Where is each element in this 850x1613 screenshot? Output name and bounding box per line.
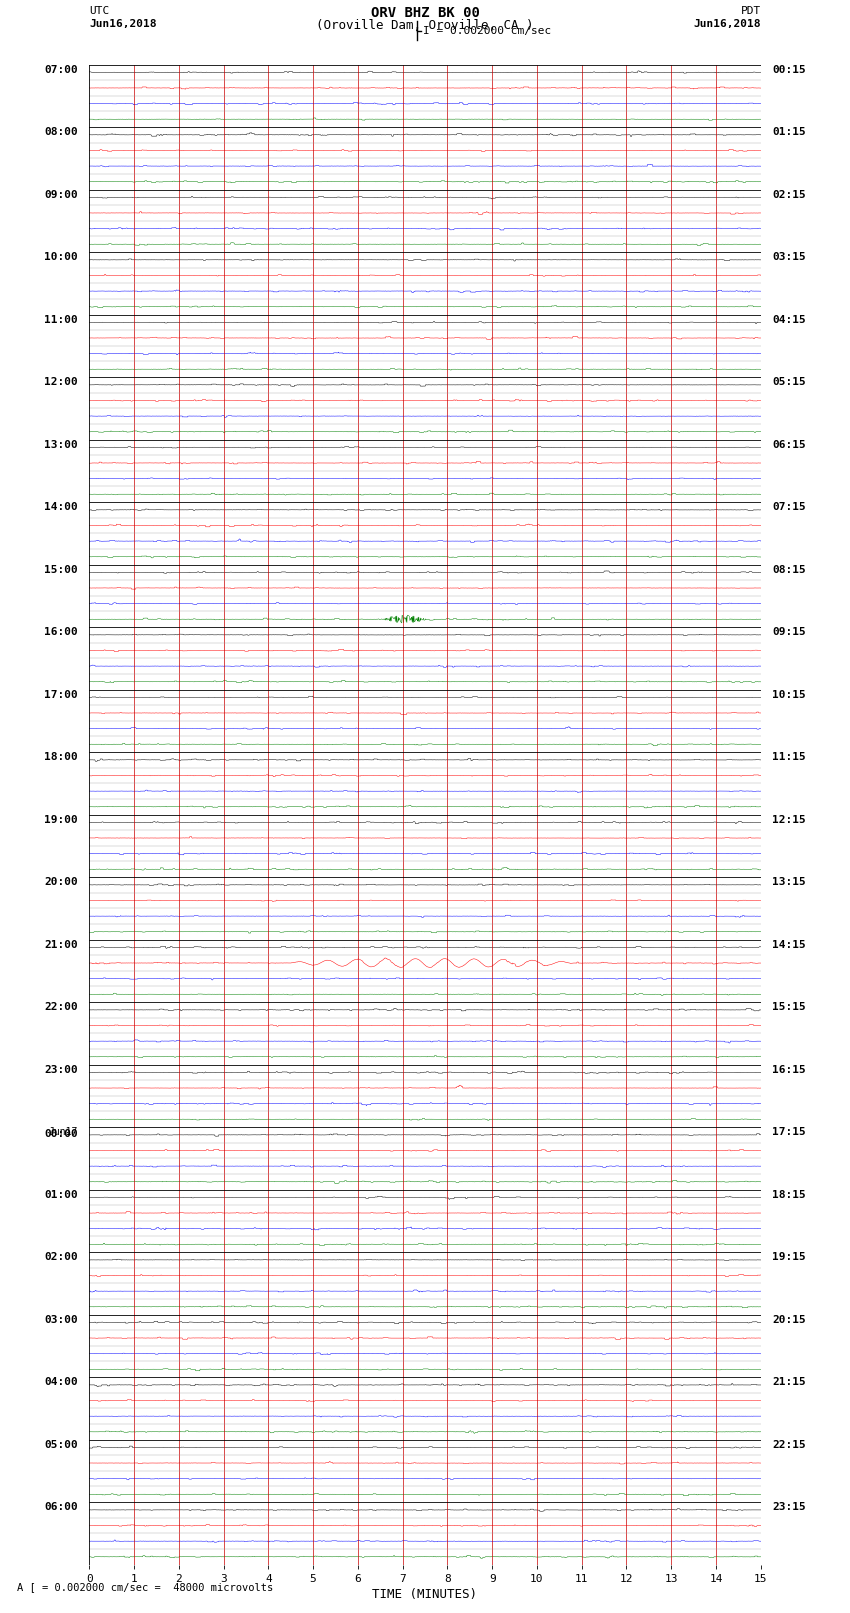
Text: Jun16,2018: Jun16,2018 — [694, 18, 761, 29]
Text: 06:15: 06:15 — [772, 440, 806, 450]
Text: 12:15: 12:15 — [772, 815, 806, 824]
Text: 17:15: 17:15 — [772, 1127, 806, 1137]
Text: 12:00: 12:00 — [44, 377, 78, 387]
Text: Jun17: Jun17 — [48, 1127, 78, 1137]
Text: 02:00: 02:00 — [44, 1252, 78, 1261]
Text: 16:15: 16:15 — [772, 1065, 806, 1074]
Text: 15:00: 15:00 — [44, 565, 78, 574]
Text: 10:00: 10:00 — [44, 252, 78, 261]
Text: 04:15: 04:15 — [772, 315, 806, 324]
Text: 00:15: 00:15 — [772, 65, 806, 74]
Text: 17:00: 17:00 — [44, 690, 78, 700]
Text: 10:15: 10:15 — [772, 690, 806, 700]
Text: 02:15: 02:15 — [772, 189, 806, 200]
Text: 21:15: 21:15 — [772, 1378, 806, 1387]
Text: 00:00: 00:00 — [44, 1129, 78, 1139]
Text: 15:15: 15:15 — [772, 1002, 806, 1011]
Text: 03:15: 03:15 — [772, 252, 806, 261]
Text: A [ = 0.002000 cm/sec =  48000 microvolts: A [ = 0.002000 cm/sec = 48000 microvolts — [17, 1582, 273, 1592]
Text: 20:00: 20:00 — [44, 877, 78, 887]
Text: 09:00: 09:00 — [44, 189, 78, 200]
Text: 13:00: 13:00 — [44, 440, 78, 450]
Text: 01:00: 01:00 — [44, 1190, 78, 1200]
Text: 18:00: 18:00 — [44, 752, 78, 761]
Text: 19:15: 19:15 — [772, 1252, 806, 1261]
Text: 23:15: 23:15 — [772, 1502, 806, 1511]
Text: 23:00: 23:00 — [44, 1065, 78, 1074]
Text: 07:15: 07:15 — [772, 502, 806, 511]
Text: 21:00: 21:00 — [44, 939, 78, 950]
Text: 11:15: 11:15 — [772, 752, 806, 761]
Text: (Oroville Dam, Oroville, CA ): (Oroville Dam, Oroville, CA ) — [316, 18, 534, 32]
Text: 04:00: 04:00 — [44, 1378, 78, 1387]
Text: 20:15: 20:15 — [772, 1315, 806, 1324]
Text: 09:15: 09:15 — [772, 627, 806, 637]
Text: 05:15: 05:15 — [772, 377, 806, 387]
Text: ORV BHZ BK 00: ORV BHZ BK 00 — [371, 5, 479, 19]
Text: 19:00: 19:00 — [44, 815, 78, 824]
X-axis label: TIME (MINUTES): TIME (MINUTES) — [372, 1587, 478, 1600]
Text: 08:15: 08:15 — [772, 565, 806, 574]
Text: 22:15: 22:15 — [772, 1440, 806, 1450]
Text: 11:00: 11:00 — [44, 315, 78, 324]
Text: 22:00: 22:00 — [44, 1002, 78, 1011]
Text: 13:15: 13:15 — [772, 877, 806, 887]
Text: 06:00: 06:00 — [44, 1502, 78, 1511]
Text: PDT: PDT — [740, 5, 761, 16]
Text: 03:00: 03:00 — [44, 1315, 78, 1324]
Text: UTC: UTC — [89, 5, 110, 16]
Text: 05:00: 05:00 — [44, 1440, 78, 1450]
Text: 08:00: 08:00 — [44, 127, 78, 137]
Text: Jun16,2018: Jun16,2018 — [89, 18, 156, 29]
Text: 16:00: 16:00 — [44, 627, 78, 637]
Text: 18:15: 18:15 — [772, 1190, 806, 1200]
Text: 14:00: 14:00 — [44, 502, 78, 511]
Text: 07:00: 07:00 — [44, 65, 78, 74]
Text: 01:15: 01:15 — [772, 127, 806, 137]
Text: 14:15: 14:15 — [772, 939, 806, 950]
Text: I = 0.002000 cm/sec: I = 0.002000 cm/sec — [423, 26, 552, 35]
